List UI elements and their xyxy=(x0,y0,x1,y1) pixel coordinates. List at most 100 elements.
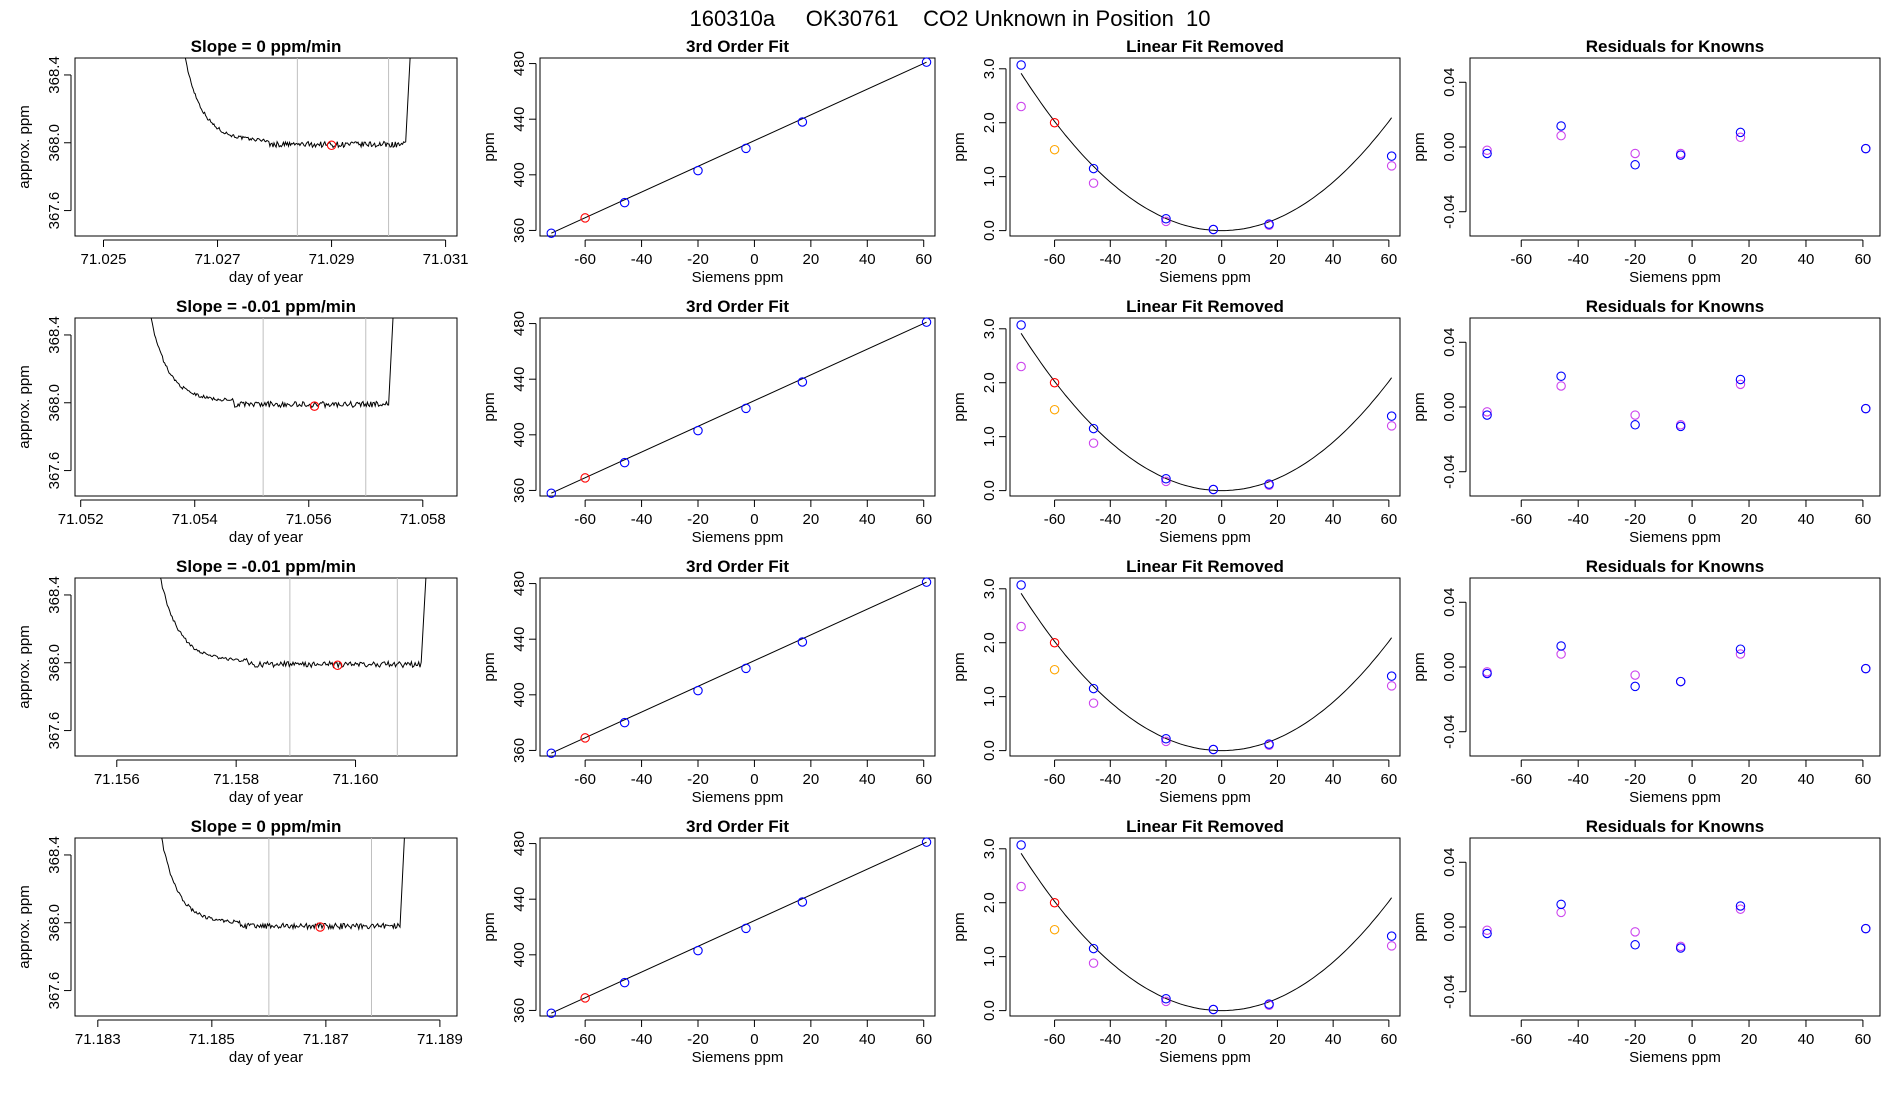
x-tick-label: -60 xyxy=(1044,511,1066,528)
y-tick-label: 480 xyxy=(511,571,528,596)
x-axis-label: Siemens ppm xyxy=(1159,269,1251,286)
y-tick-label: 440 xyxy=(511,107,528,132)
x-tick-label: 60 xyxy=(1381,771,1398,788)
x-tick-label: -60 xyxy=(574,771,596,788)
plot-frame xyxy=(1469,317,1881,497)
y-tick-label: 0.0 xyxy=(981,480,998,501)
residual-point-violet xyxy=(1630,410,1640,420)
x-tick-label: 0 xyxy=(750,251,758,268)
cubic-point xyxy=(1161,736,1171,747)
known-point xyxy=(1208,224,1219,235)
y-axis-label: ppm xyxy=(481,652,498,681)
plot-title: Residuals for Knowns xyxy=(1586,37,1765,56)
y-axis-label: ppm xyxy=(481,132,498,161)
unknown-point xyxy=(580,473,590,483)
trace-line xyxy=(150,318,394,410)
y-tick-label: 440 xyxy=(511,367,528,392)
trace-plot: Slope = -0.01 ppm/min 71.156 71.158 71.160 d… xyxy=(16,557,458,806)
known-point xyxy=(741,403,751,414)
y-tick-label: 368.0 xyxy=(46,384,63,422)
cubic-point xyxy=(1016,881,1026,892)
x-tick-label: 71.027 xyxy=(195,251,241,268)
x-tick-label: 20 xyxy=(1269,511,1286,528)
plot-title: 3rd Order Fit xyxy=(686,557,789,576)
x-tick-label: 71.185 xyxy=(189,1031,235,1048)
cubic-point xyxy=(1161,216,1171,227)
trace-plot: Slope = 0 ppm/min 71.025 71.027 71.029 71.03… xyxy=(16,37,469,286)
cubic-point xyxy=(1088,438,1099,448)
x-tick-label: -60 xyxy=(1510,511,1532,528)
x-tick-label: -20 xyxy=(1624,511,1646,528)
cubic-point xyxy=(1386,941,1397,951)
y-tick-label: 3.0 xyxy=(981,58,998,79)
known-point xyxy=(1161,473,1171,484)
y-tick-label: 400 xyxy=(511,682,528,707)
residual-point-blue xyxy=(1630,940,1640,950)
residual-point-violet xyxy=(1735,649,1746,659)
residual-point-violet xyxy=(1482,407,1492,417)
marked-point xyxy=(326,140,337,151)
x-tick-label: -40 xyxy=(631,511,653,528)
x-tick-label: 0 xyxy=(750,511,758,528)
known-point xyxy=(1088,683,1099,694)
residual-point-blue xyxy=(1482,668,1492,679)
x-tick-label: -60 xyxy=(1044,1031,1066,1048)
plot-frame xyxy=(1469,57,1881,237)
plot-frame xyxy=(1009,317,1401,497)
cubic-point xyxy=(1016,101,1026,112)
x-tick-label: 40 xyxy=(859,1031,876,1048)
x-tick-label: 71.189 xyxy=(417,1031,463,1048)
residual-point-blue xyxy=(1556,371,1566,382)
y-axis-label: ppm xyxy=(1411,652,1428,681)
plot-frame xyxy=(1009,577,1401,757)
known-point xyxy=(921,837,932,847)
plot-frame xyxy=(74,577,458,757)
x-tick-label: -20 xyxy=(687,1031,709,1048)
cubic-point xyxy=(1386,681,1397,691)
x-tick-label: -40 xyxy=(631,1031,653,1048)
residual-point-blue xyxy=(1861,923,1871,934)
x-tick-label: 40 xyxy=(859,511,876,528)
plot-frame xyxy=(74,837,458,1017)
linear-removed-plot: Linear Fit Removed -60 -40 -20 0 20 40 60 Siemen… xyxy=(951,37,1401,286)
known-point xyxy=(921,577,932,587)
y-tick-label: 367.6 xyxy=(46,452,63,490)
known-point xyxy=(1386,411,1397,421)
y-tick-label: 400 xyxy=(511,162,528,187)
residual-point-blue xyxy=(1861,143,1871,154)
residuals-plot: Residuals for Knowns -60 -40 -20 0 20 40 60 Siem… xyxy=(1411,297,1881,546)
x-axis-label: Siemens ppm xyxy=(1629,529,1721,546)
unknown-point xyxy=(1049,377,1060,388)
x-tick-label: 60 xyxy=(1381,511,1398,528)
y-tick-label: 0.0 xyxy=(981,220,998,241)
y-tick-label: 480 xyxy=(511,311,528,336)
y-tick-label: 0.04 xyxy=(1441,588,1458,617)
residual-point-violet xyxy=(1735,379,1746,390)
x-tick-label: 60 xyxy=(1855,251,1872,268)
x-tick-label: 60 xyxy=(1855,771,1872,788)
x-tick-label: -60 xyxy=(574,251,596,268)
y-axis-label: ppm xyxy=(951,652,968,681)
trace-line xyxy=(160,578,427,670)
x-tick-label: 60 xyxy=(915,771,932,788)
y-tick-label: 400 xyxy=(511,942,528,967)
y-tick-label: -0.04 xyxy=(1441,715,1458,749)
x-tick-label: 71.160 xyxy=(333,771,379,788)
y-tick-label: 360 xyxy=(511,998,528,1023)
y-tick-label: 480 xyxy=(511,51,528,76)
residual-point-violet xyxy=(1630,670,1640,680)
known-point xyxy=(797,377,808,387)
x-tick-label: 71.031 xyxy=(423,251,469,268)
plot-frame xyxy=(1009,837,1401,1017)
x-axis-label: Siemens ppm xyxy=(1159,789,1251,806)
fit-curve xyxy=(1020,853,1393,1012)
fit-plot: 3rd Order Fit -60 -40 -20 0 20 40 60 Siemens ppm… xyxy=(481,817,936,1066)
residual-point-blue xyxy=(1630,160,1640,170)
known-point xyxy=(921,57,932,67)
y-axis-label: ppm xyxy=(1411,912,1428,941)
x-tick-label: 20 xyxy=(803,511,820,528)
known-point xyxy=(1016,320,1026,330)
orange-point xyxy=(1049,664,1060,675)
unknown-point xyxy=(580,733,590,743)
